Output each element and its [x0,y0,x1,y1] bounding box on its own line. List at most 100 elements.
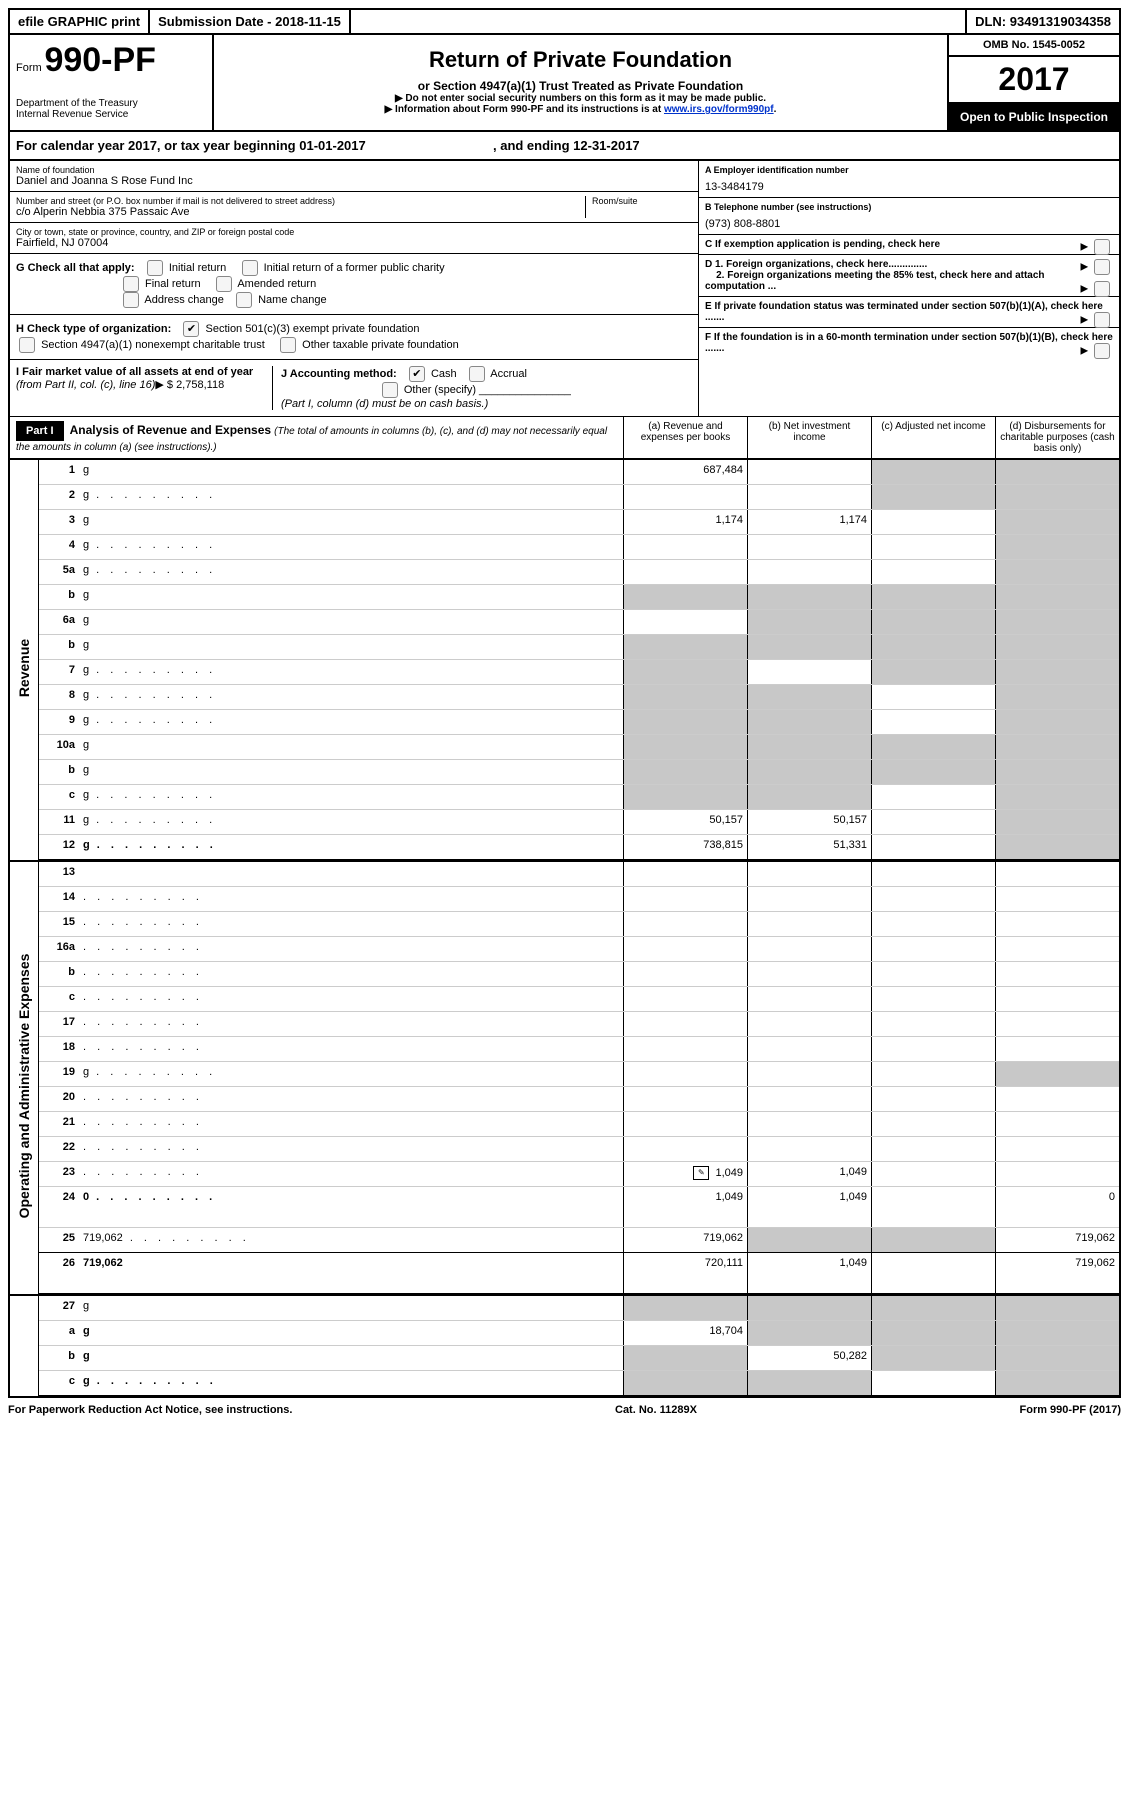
checkbox-icon[interactable] [1094,239,1110,255]
checkbox-icon[interactable] [1094,259,1110,275]
cell-grey [871,1346,995,1370]
checkbox-icon[interactable] [469,366,485,382]
line-desc [79,962,623,986]
checkbox-icon[interactable] [19,337,35,353]
table-row: 12g738,81551,331 [39,835,1119,860]
line-number: 4 [39,535,79,559]
table-row: 16a [39,937,1119,962]
cell-value [747,535,871,559]
cell-value [623,1112,747,1136]
line-desc: 719,062 [79,1253,623,1293]
cell-value [995,1162,1119,1186]
instructions-link[interactable]: www.irs.gov/form990pf [664,104,774,115]
cell-grey [871,485,995,509]
section-f: F If the foundation is in a 60-month ter… [699,328,1119,358]
checkbox-icon[interactable] [236,292,252,308]
checkbox-icon[interactable] [123,276,139,292]
table-row: 15 [39,912,1119,937]
line-desc [79,1162,623,1186]
line-number: 16a [39,937,79,961]
cell-value [623,535,747,559]
line-desc: g [79,1346,623,1370]
line-number: 17 [39,1012,79,1036]
line-desc: 0 [79,1187,623,1227]
address-cell: Number and street (or P.O. box number if… [10,192,698,223]
cell-grey [747,735,871,759]
cell-grey [871,1228,995,1252]
cell-value [747,987,871,1011]
cell-grey [623,660,747,684]
table-row: 21 [39,1112,1119,1137]
cell-grey [747,785,871,809]
cell-value: ✎ 1,049 [623,1162,747,1186]
line-desc [79,912,623,936]
checkbox-icon[interactable] [216,276,232,292]
cell-value [747,937,871,961]
line-number: 22 [39,1137,79,1161]
line-desc: g [79,685,623,709]
line-desc: g [79,735,623,759]
cell-grey [995,835,1119,859]
checkbox-checked-icon[interactable]: ✔ [409,366,425,382]
cell-grey [995,1321,1119,1345]
attachment-icon[interactable]: ✎ [693,1166,709,1180]
cell-value [871,710,995,734]
cell-value [871,1137,995,1161]
line-number: 13 [39,862,79,886]
revenue-label: Revenue [16,639,32,697]
section-e: E If private foundation status was termi… [699,297,1119,328]
foundation-name-cell: Name of foundation Daniel and Joanna S R… [10,161,698,192]
checkbox-icon[interactable] [382,382,398,398]
table-row: 19g [39,1062,1119,1087]
table-row: 11g50,15750,157 [39,810,1119,835]
cell-grey [871,1296,995,1320]
cell-value [995,1137,1119,1161]
cell-value: 719,062 [995,1253,1119,1293]
cell-grey [995,785,1119,809]
checkbox-icon[interactable] [1094,312,1110,328]
line-number: 25 [39,1228,79,1252]
checkbox-icon[interactable] [1094,281,1110,297]
cell-value: 1,174 [747,510,871,534]
cell-value: 1,174 [623,510,747,534]
line-number: 7 [39,660,79,684]
line-number: 18 [39,1037,79,1061]
cell-grey [871,735,995,759]
line-number: a [39,1321,79,1345]
table-row: bg [39,585,1119,610]
line-desc: g [79,810,623,834]
cell-value: 719,062 [995,1228,1119,1252]
checkbox-icon[interactable] [280,337,296,353]
cell-value [871,862,995,886]
checkbox-icon[interactable] [123,292,139,308]
expenses-label: Operating and Administrative Expenses [16,954,32,1219]
line-number: b [39,635,79,659]
cell-grey [995,1296,1119,1320]
table-row: 14 [39,887,1119,912]
checkbox-icon[interactable] [147,260,163,276]
table-row: 7g [39,660,1119,685]
cell-value: 50,282 [747,1346,871,1370]
ein-cell: A Employer identification number 13-3484… [699,161,1119,198]
checkbox-icon[interactable] [1094,343,1110,359]
cell-grey [623,735,747,759]
checkbox-icon[interactable] [242,260,258,276]
top-bar: efile GRAPHIC print Submission Date - 20… [8,8,1121,35]
section-c: C If exemption application is pending, c… [699,235,1119,255]
form-subtitle: or Section 4947(a)(1) Trust Treated as P… [220,79,941,93]
table-row: bg50,282 [39,1346,1119,1371]
cell-value [995,937,1119,961]
checkbox-checked-icon[interactable]: ✔ [183,321,199,337]
efile-label: efile GRAPHIC print [10,10,150,33]
line-number: 2 [39,485,79,509]
table-row: 25719,062719,062719,062 [39,1228,1119,1253]
cell-grey [747,685,871,709]
section-g: G Check all that apply: Initial return I… [10,254,698,315]
cell-value [623,937,747,961]
line-desc: g [79,835,623,859]
cell-grey [871,760,995,784]
section-d: D 1. Foreign organizations, check here..… [699,255,1119,297]
line-number: 27 [39,1296,79,1320]
line-desc: g [79,610,623,634]
summary-section: 27gag18,704bg50,282cg [8,1296,1121,1398]
